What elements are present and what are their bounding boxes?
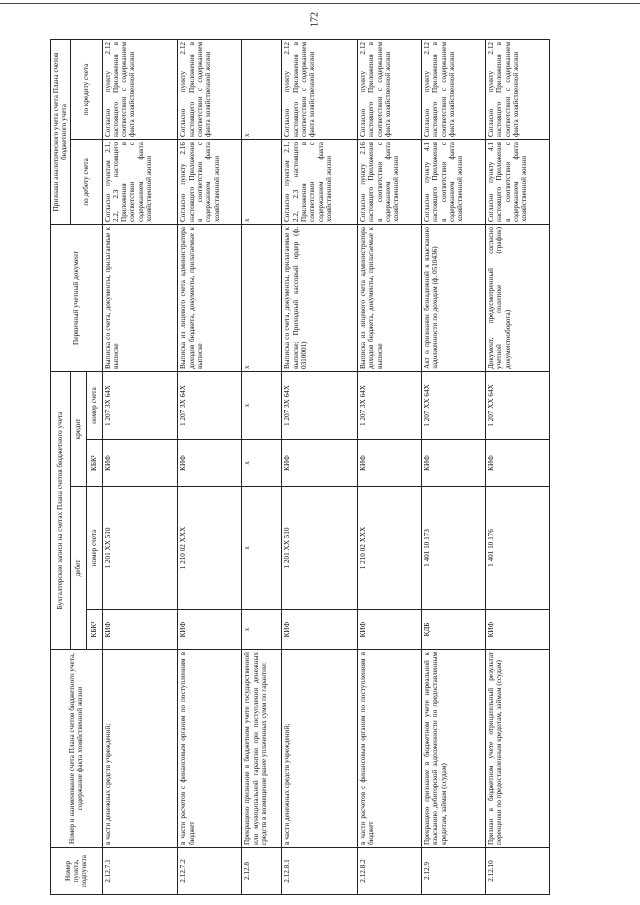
top-rule <box>0 3 640 4</box>
table-cell: Согласно пункту 4.1 настоящего Приложени… <box>421 139 486 225</box>
table: Номер пункта, подпункта Номер и наименов… <box>50 39 550 895</box>
table-cell: КИФ <box>177 439 242 487</box>
table-row: 2.12.9 Прекращено признание в бюджетном у… <box>421 39 486 895</box>
table-cell: Согласно пункту 4.1 настоящего Приложени… <box>485 139 550 225</box>
table-cell: 1 207 XX 64X <box>485 371 550 440</box>
table-cell: 1 401 10 173 <box>421 486 486 610</box>
table-cell: 2.12.7.1 <box>102 847 178 895</box>
table-cell: Признан в бюджетном учете отрицательный … <box>485 649 550 848</box>
table-cell: x <box>241 439 282 487</box>
table-cell: x <box>241 486 282 610</box>
header-cell: по кредиту счета <box>70 39 103 140</box>
header-cell: номер счета <box>86 486 103 610</box>
table-cell: 2.12.8.2 <box>357 847 422 895</box>
table-cell: 1 207 3X 64X <box>177 371 242 440</box>
table-cell: КИФ <box>357 609 422 650</box>
table-cell: Согласно пункту 2.12 настоящего Приложен… <box>485 39 550 140</box>
table-body: 2.12.7.1 в части денежных средств учрежде… <box>102 39 550 895</box>
table-cell: КИФ <box>421 439 486 487</box>
table-cell: 1 401 10 176 <box>485 486 550 610</box>
table-cell: Согласно пункту 2.16 настоящего Приложен… <box>177 139 242 225</box>
header-cell: Первичный учетный документ <box>50 224 103 372</box>
table-row: 2.12.10 Признан в бюджетном учете отрицат… <box>485 39 550 895</box>
table-row: 2.12.7.1 в части денежных средств учрежде… <box>102 39 178 895</box>
table-row: 2.12.8.2 в части расчетов с финансовым ор… <box>357 39 422 895</box>
table-cell: Согласно пункту 2.12 настоящего Приложен… <box>421 39 486 140</box>
table-cell: x <box>241 371 282 440</box>
table-cell: 2.12.7.2 <box>177 847 242 895</box>
table-cell: Согласно пункту 2.12 настоящего Приложен… <box>281 39 358 140</box>
table-cell: 1 207 XX 64X <box>421 371 486 440</box>
table-cell: Документ, предусмотренный согласно учетн… <box>485 224 550 372</box>
table-cell: 1 207 3X 64X <box>102 371 178 440</box>
header-cell: Признаки аналитического учета счета План… <box>50 39 71 225</box>
table-cell: Выписка из лицевого счета администратора… <box>357 224 422 372</box>
table-cell: Согласно пункту 2.12 настоящего Приложен… <box>177 39 242 140</box>
table-cell: 1 201 XX 510 <box>281 486 358 610</box>
table-cell: Прекращено признание в бюджетном учете н… <box>421 649 486 848</box>
table-cell: КИФ <box>281 609 358 650</box>
table-cell: Согласно пунктам 2.1, 2.2, 2.3 настоящег… <box>102 139 178 225</box>
table-cell: 1 210 02 XXX <box>177 486 242 610</box>
rotated-table: Номер пункта, подпункта Номер и наименов… <box>50 39 550 895</box>
header-cell: Номер пункта, подпункта <box>50 847 103 895</box>
table-row: 2.12.7.2 в части расчетов с финансовым ор… <box>177 39 242 895</box>
table-cell: Прекращено признание в бюджетном учете г… <box>241 649 282 848</box>
table-cell: в части расчетов с финансовым органом по… <box>177 649 242 848</box>
table-cell: КИФ <box>281 439 358 487</box>
table-cell: КИФ <box>102 609 178 650</box>
table-cell: 2.12.8 <box>241 847 282 895</box>
table-row: 2.12.8 Прекращено признание в бюджетном у… <box>241 39 282 895</box>
table-cell: 1 207 3X 64X <box>281 371 358 440</box>
table-cell: КИФ <box>177 609 242 650</box>
table-cell: Выписка со счета, документы, прилагаемые… <box>281 224 358 372</box>
table-cell: КИФ <box>357 439 422 487</box>
table-cell: Согласно пункту 2.16 настоящего Приложен… <box>357 139 422 225</box>
table-cell: 2.12.9 <box>421 847 486 895</box>
table-cell: x <box>241 224 282 372</box>
table-cell: Акт о признании безнадежной к взысканию … <box>421 224 486 372</box>
header-cell: по дебету счета <box>70 139 103 225</box>
table-cell: 1 201 XX 510 <box>102 486 178 610</box>
table-cell: Согласно пункту 2.12 настоящего Приложен… <box>102 39 178 140</box>
table-cell: 1 210 02 XXX <box>357 486 422 610</box>
table-cell: x <box>241 609 282 650</box>
table-row: 2.12.8.1 в части денежных средств учрежде… <box>281 39 358 895</box>
table-cell: Согласно пункту 2.12 настоящего Приложен… <box>357 39 422 140</box>
table-cell: КИФ <box>485 609 550 650</box>
table-cell: 2.12.10 <box>485 847 550 895</box>
header-cell: номер счета <box>86 371 103 440</box>
table-cell: Выписка из лицевого счета администратора… <box>177 224 242 372</box>
header-cell: дебет <box>70 486 87 650</box>
table-cell: 1 207 3X 64X <box>357 371 422 440</box>
header-cell: кредит <box>70 371 87 487</box>
table-cell: x <box>241 39 282 140</box>
page-number: 172 <box>309 12 321 27</box>
table-cell: КИФ <box>485 439 550 487</box>
table-cell: Выписка со счета, документы, прилагаемые… <box>102 224 178 372</box>
table-cell: в части расчетов с финансовым органом по… <box>357 649 422 848</box>
header-cell: КБК¹ <box>86 609 103 650</box>
table-cell: в части денежных средств учреждений; <box>281 649 358 848</box>
table-cell: Согласно пунктам 2.1, 2.2, 2.3 настоящег… <box>281 139 358 225</box>
table-cell: в части денежных средств учреждений; <box>102 649 178 848</box>
header-cell: Бухгалтерские записи на счетах Плана сче… <box>50 371 71 650</box>
table-cell: КДБ <box>421 609 486 650</box>
table-cell: x <box>241 139 282 225</box>
header-cell: КБК¹ <box>86 439 103 487</box>
table-cell: 2.12.8.1 <box>281 847 358 895</box>
header-cell: Номер и наименование счета Плана счетов … <box>50 649 103 848</box>
table-cell: КИФ <box>102 439 178 487</box>
